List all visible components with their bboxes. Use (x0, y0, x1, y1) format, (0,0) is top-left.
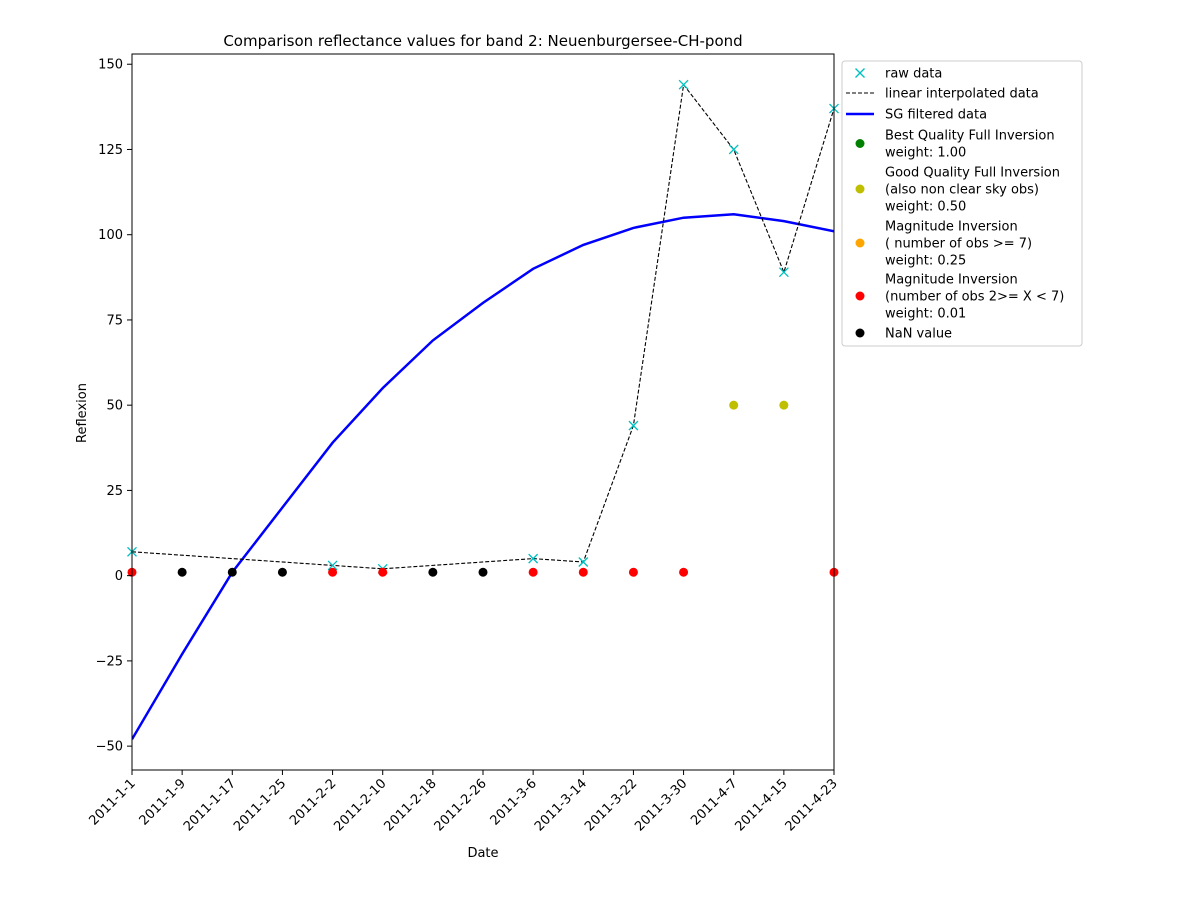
quality-point (227, 567, 237, 577)
x-tick-label: 2011-1-17 (181, 776, 239, 834)
y-tick-label: −25 (96, 654, 123, 669)
quality-point (779, 400, 789, 410)
y-tick-label: 25 (106, 484, 123, 499)
legend-label: Best Quality Full Inversion weight: 1.00 (885, 129, 1055, 161)
x-tick-label: 2011-3-22 (582, 776, 640, 834)
chart-title: Comparison reflectance values for band 2… (223, 32, 742, 50)
x-tick-label: 2011-1-1 (86, 776, 138, 828)
raw-data-point (778, 267, 789, 278)
plot-clip-group (132, 83, 834, 740)
x-tick-label: 2011-2-26 (432, 776, 490, 834)
legend-entry: Magnitude Inversion ( number of obs >= 7)… (855, 220, 1032, 269)
legend-label: SG filtered data (885, 108, 987, 123)
legend-label-line: Magnitude Inversion (885, 273, 1018, 288)
legend-label-line: weight: 0.50 (885, 200, 966, 215)
x-tick-label: 2011-4-15 (733, 776, 791, 834)
x-axis-label: Date (467, 846, 498, 861)
legend-label-line: Good Quality Full Inversion (885, 166, 1060, 181)
legend-key-dot (855, 139, 865, 148)
legend-entry: Good Quality Full Inversion (also non cle… (855, 166, 1060, 215)
plot-area (127, 79, 839, 740)
legend-key-dot (855, 291, 865, 301)
y-axis-label: Reflexion (75, 383, 90, 443)
raw-data-point (678, 79, 689, 90)
x-tick-label: 2011-4-7 (688, 776, 740, 828)
legend: raw data linear interpolated data SG filte… (841, 60, 1083, 347)
legend-entry: NaN value (855, 327, 952, 342)
quality-point (277, 567, 287, 577)
axes-frame (131, 53, 835, 771)
quality-point (528, 567, 538, 577)
legend-entry: linear interpolated data (846, 87, 1039, 102)
y-tick-label: 150 (98, 58, 123, 73)
legend-label-line: Best Quality Full Inversion (885, 129, 1055, 144)
legend-entry: raw data (855, 67, 942, 82)
legend-key-dot (855, 184, 865, 194)
raw-data-point (578, 557, 589, 567)
legend-label-line: linear interpolated data (885, 87, 1039, 102)
legend-label-line: raw data (885, 67, 942, 82)
y-tick-label: −50 (96, 740, 123, 755)
legend-label: linear interpolated data (885, 87, 1039, 102)
raw-data-point (728, 144, 739, 155)
x-tick-label: 2011-2-18 (382, 776, 440, 834)
legend-label-line: weight: 1.00 (885, 146, 966, 161)
y-tick-label: 0 (115, 569, 123, 584)
y-tick-label: 75 (106, 313, 123, 328)
legend-label: Magnitude Inversion (number of obs 2>= X … (885, 273, 1064, 322)
legend-entry: Best Quality Full Inversion weight: 1.00 (855, 129, 1055, 161)
x-tick-label: 2011-3-6 (488, 776, 540, 828)
sg-filtered-line (132, 212, 834, 740)
legend-label-line: (number of obs 2>= X < 7) (885, 290, 1064, 305)
x-tick-label: 2011-2-10 (331, 776, 389, 834)
quality-point (177, 567, 187, 577)
legend-key-x (855, 68, 865, 78)
raw-data-point (528, 553, 539, 564)
x-tick-label: 2011-1-25 (231, 776, 289, 834)
legend-key-dot (855, 238, 865, 248)
x-tick-label: 2011-1-9 (137, 776, 189, 828)
quality-point (478, 567, 488, 577)
y-tick-label: 100 (98, 228, 123, 243)
legend-label-line: ( number of obs >= 7) (885, 237, 1032, 252)
raw-data-point (327, 560, 338, 571)
legend-label-line: Magnitude Inversion (885, 220, 1018, 235)
y-tick-label: 125 (98, 143, 123, 158)
x-tick-label: 2011-4-23 (783, 776, 841, 834)
legend-label: NaN value (885, 327, 952, 342)
quality-point (328, 567, 338, 577)
legend-entry: Magnitude Inversion (number of obs 2>= X … (855, 273, 1064, 322)
legend-label: raw data (885, 67, 942, 82)
legend-label: Magnitude Inversion ( number of obs >= 7)… (885, 220, 1032, 269)
quality-point (378, 567, 388, 577)
x-tick-label: 2011-3-30 (632, 776, 690, 834)
quality-point (578, 567, 588, 577)
quality-point (628, 567, 638, 577)
quality-point (729, 400, 739, 410)
legend-key-dot (855, 328, 865, 338)
legend-entry: SG filtered data (846, 108, 987, 123)
raw-data-point (628, 420, 639, 431)
y-tick-label: 50 (106, 399, 123, 414)
legend-label-line: NaN value (885, 327, 952, 342)
x-tick-label: 2011-2-2 (287, 776, 339, 828)
legend-label-line: (also non clear sky obs) (885, 183, 1039, 198)
legend-label-line: SG filtered data (885, 108, 987, 123)
x-tick-label: 2011-3-14 (532, 776, 590, 834)
legend-label-line: weight: 0.01 (885, 307, 966, 322)
quality-point (428, 567, 438, 577)
axes: −50−2502550751001251502011-1-12011-1-920… (86, 53, 841, 834)
interpolated-line (132, 83, 834, 570)
legend-box (841, 60, 1083, 347)
legend-label: Good Quality Full Inversion (also non cle… (885, 166, 1060, 215)
legend-label-line: weight: 0.25 (885, 254, 966, 269)
quality-point (679, 567, 689, 577)
